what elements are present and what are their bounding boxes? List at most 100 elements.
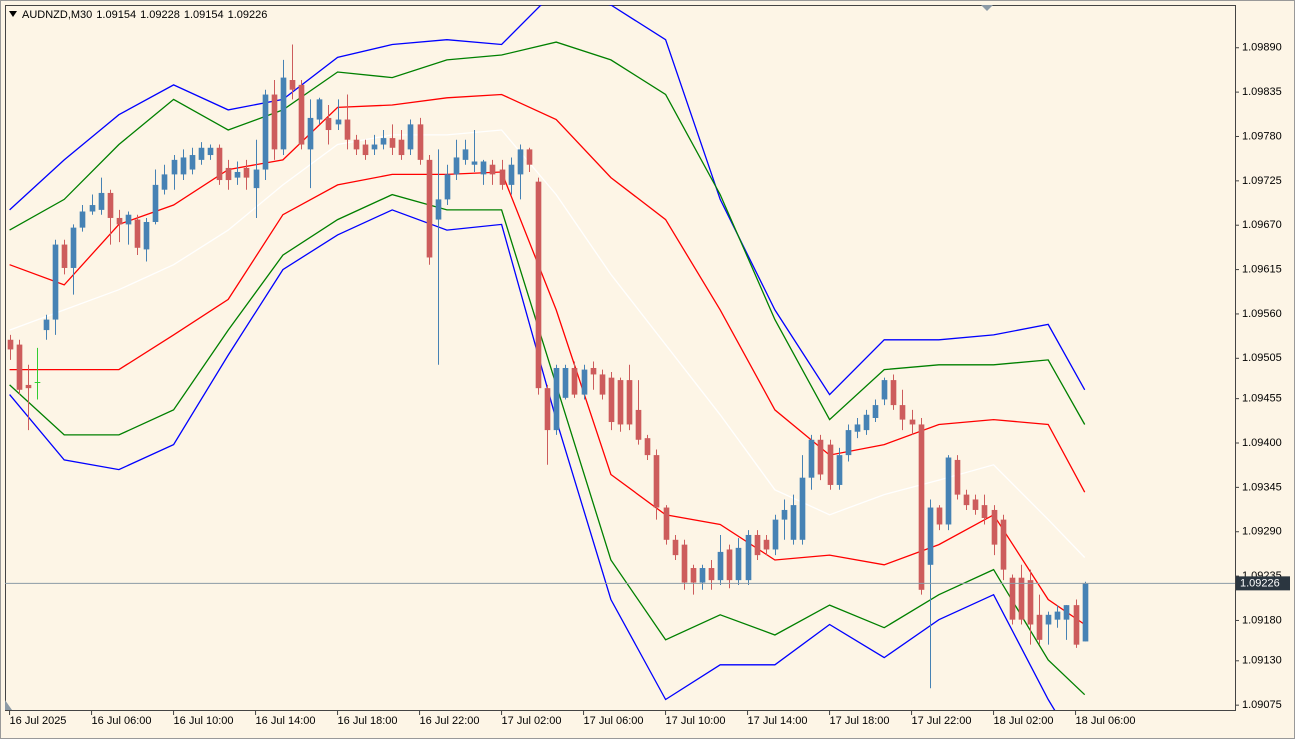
candle-body [881, 380, 888, 400]
candle-body [1045, 614, 1052, 625]
candle-body [298, 84, 305, 145]
candle-body [362, 144, 369, 156]
candle-body [189, 155, 196, 170]
candle-body [590, 367, 597, 375]
candle-body [161, 174, 168, 190]
candle-body [599, 374, 606, 395]
candle-body [389, 138, 396, 148]
candle-body [981, 505, 988, 519]
candle-body [79, 211, 86, 228]
candle-body [225, 167, 232, 181]
candle-body [325, 117, 332, 131]
candle-body [991, 509, 998, 545]
candle-body [726, 549, 733, 581]
candle-body [808, 439, 815, 478]
x-tick-label: 18 Jul 02:00 [994, 715, 1054, 727]
candle-body [316, 99, 323, 120]
last-low: 1.09154 [183, 9, 224, 21]
candle-body [526, 149, 533, 165]
chart-shift-marker[interactable] [981, 5, 993, 11]
candle-body [262, 94, 269, 170]
candle-body [899, 405, 906, 420]
candle-body [180, 157, 187, 175]
symbol: AUDNZD,M30 [22, 9, 93, 21]
scroll-marker [5, 700, 12, 710]
candle-body [280, 77, 287, 150]
candle-body [553, 367, 560, 431]
candle-body [489, 164, 496, 175]
y-tick-label: 1.09780 [1242, 130, 1282, 142]
candle-body [98, 192, 105, 210]
candle-body [7, 339, 14, 350]
candle-body [1054, 611, 1061, 620]
band-line [9, 5, 1086, 396]
x-tick-label: 16 Jul 10:00 [174, 715, 234, 727]
candle-body [25, 384, 32, 389]
candle-body [480, 161, 487, 175]
candle-body [663, 507, 670, 540]
candle-body [335, 119, 342, 125]
candle-body [854, 424, 861, 432]
plot-area [5, 5, 1235, 710]
candle-body [626, 380, 633, 425]
candle-body [134, 219, 141, 248]
x-tick-label: 17 Jul 10:00 [666, 715, 726, 727]
candle-body [617, 380, 624, 425]
candle-body [827, 444, 834, 485]
candle-body [417, 124, 424, 160]
candle-body [371, 144, 378, 150]
candle-body [125, 214, 132, 225]
menu-arrow[interactable] [9, 11, 17, 17]
candle-body [70, 227, 77, 268]
candle-body [845, 430, 852, 456]
candle-body [544, 388, 551, 431]
candle-body [171, 159, 178, 175]
plot-frame [5, 5, 1236, 711]
candle-body [936, 507, 943, 525]
last-high: 1.09228 [140, 9, 180, 21]
y-tick-label: 1.09400 [1242, 437, 1282, 449]
candle-body [234, 171, 241, 178]
candle-body [945, 457, 952, 525]
candle-body [927, 507, 934, 565]
candle-body [207, 147, 214, 156]
candle-body [1073, 605, 1080, 645]
candle-body [444, 174, 451, 200]
candle-body [344, 119, 351, 140]
candle-body [52, 244, 59, 320]
y-tick-label: 1.09455 [1242, 393, 1282, 405]
candle-body [581, 369, 588, 395]
x-tick-label: 16 Jul 18:00 [338, 715, 398, 727]
candle-body [890, 380, 897, 406]
candle-body [116, 217, 123, 225]
candle-body [462, 149, 469, 160]
candle-body [781, 509, 788, 520]
candle-body [972, 499, 979, 510]
candle-body [471, 161, 478, 165]
candle-body [89, 205, 96, 212]
candle-body [863, 414, 870, 431]
y-tick-label: 1.09130 [1242, 655, 1282, 667]
candle-body [708, 568, 715, 581]
x-tick-label: 17 Jul 02:00 [502, 715, 562, 727]
candle-body [517, 149, 524, 175]
candle-body [508, 164, 515, 185]
y-tick-label: 1.09560 [1242, 308, 1282, 320]
last-close: 1.09226 [227, 9, 268, 21]
candle-body [562, 367, 569, 398]
last-open: 1.09154 [96, 9, 137, 21]
candle-body [243, 167, 250, 178]
candle-body [571, 367, 578, 395]
candle-body [307, 117, 314, 150]
candle-body [435, 199, 442, 220]
candle-body [754, 534, 761, 556]
candle-body [963, 494, 970, 506]
candle-body [535, 181, 542, 389]
candle-body [407, 124, 414, 150]
candle-body [1027, 580, 1034, 625]
candle-body [608, 377, 615, 423]
x-tick-label: 18 Jul 06:00 [1076, 715, 1136, 727]
candle-body [745, 534, 752, 581]
y-tick-label: 1.09180 [1242, 614, 1282, 626]
